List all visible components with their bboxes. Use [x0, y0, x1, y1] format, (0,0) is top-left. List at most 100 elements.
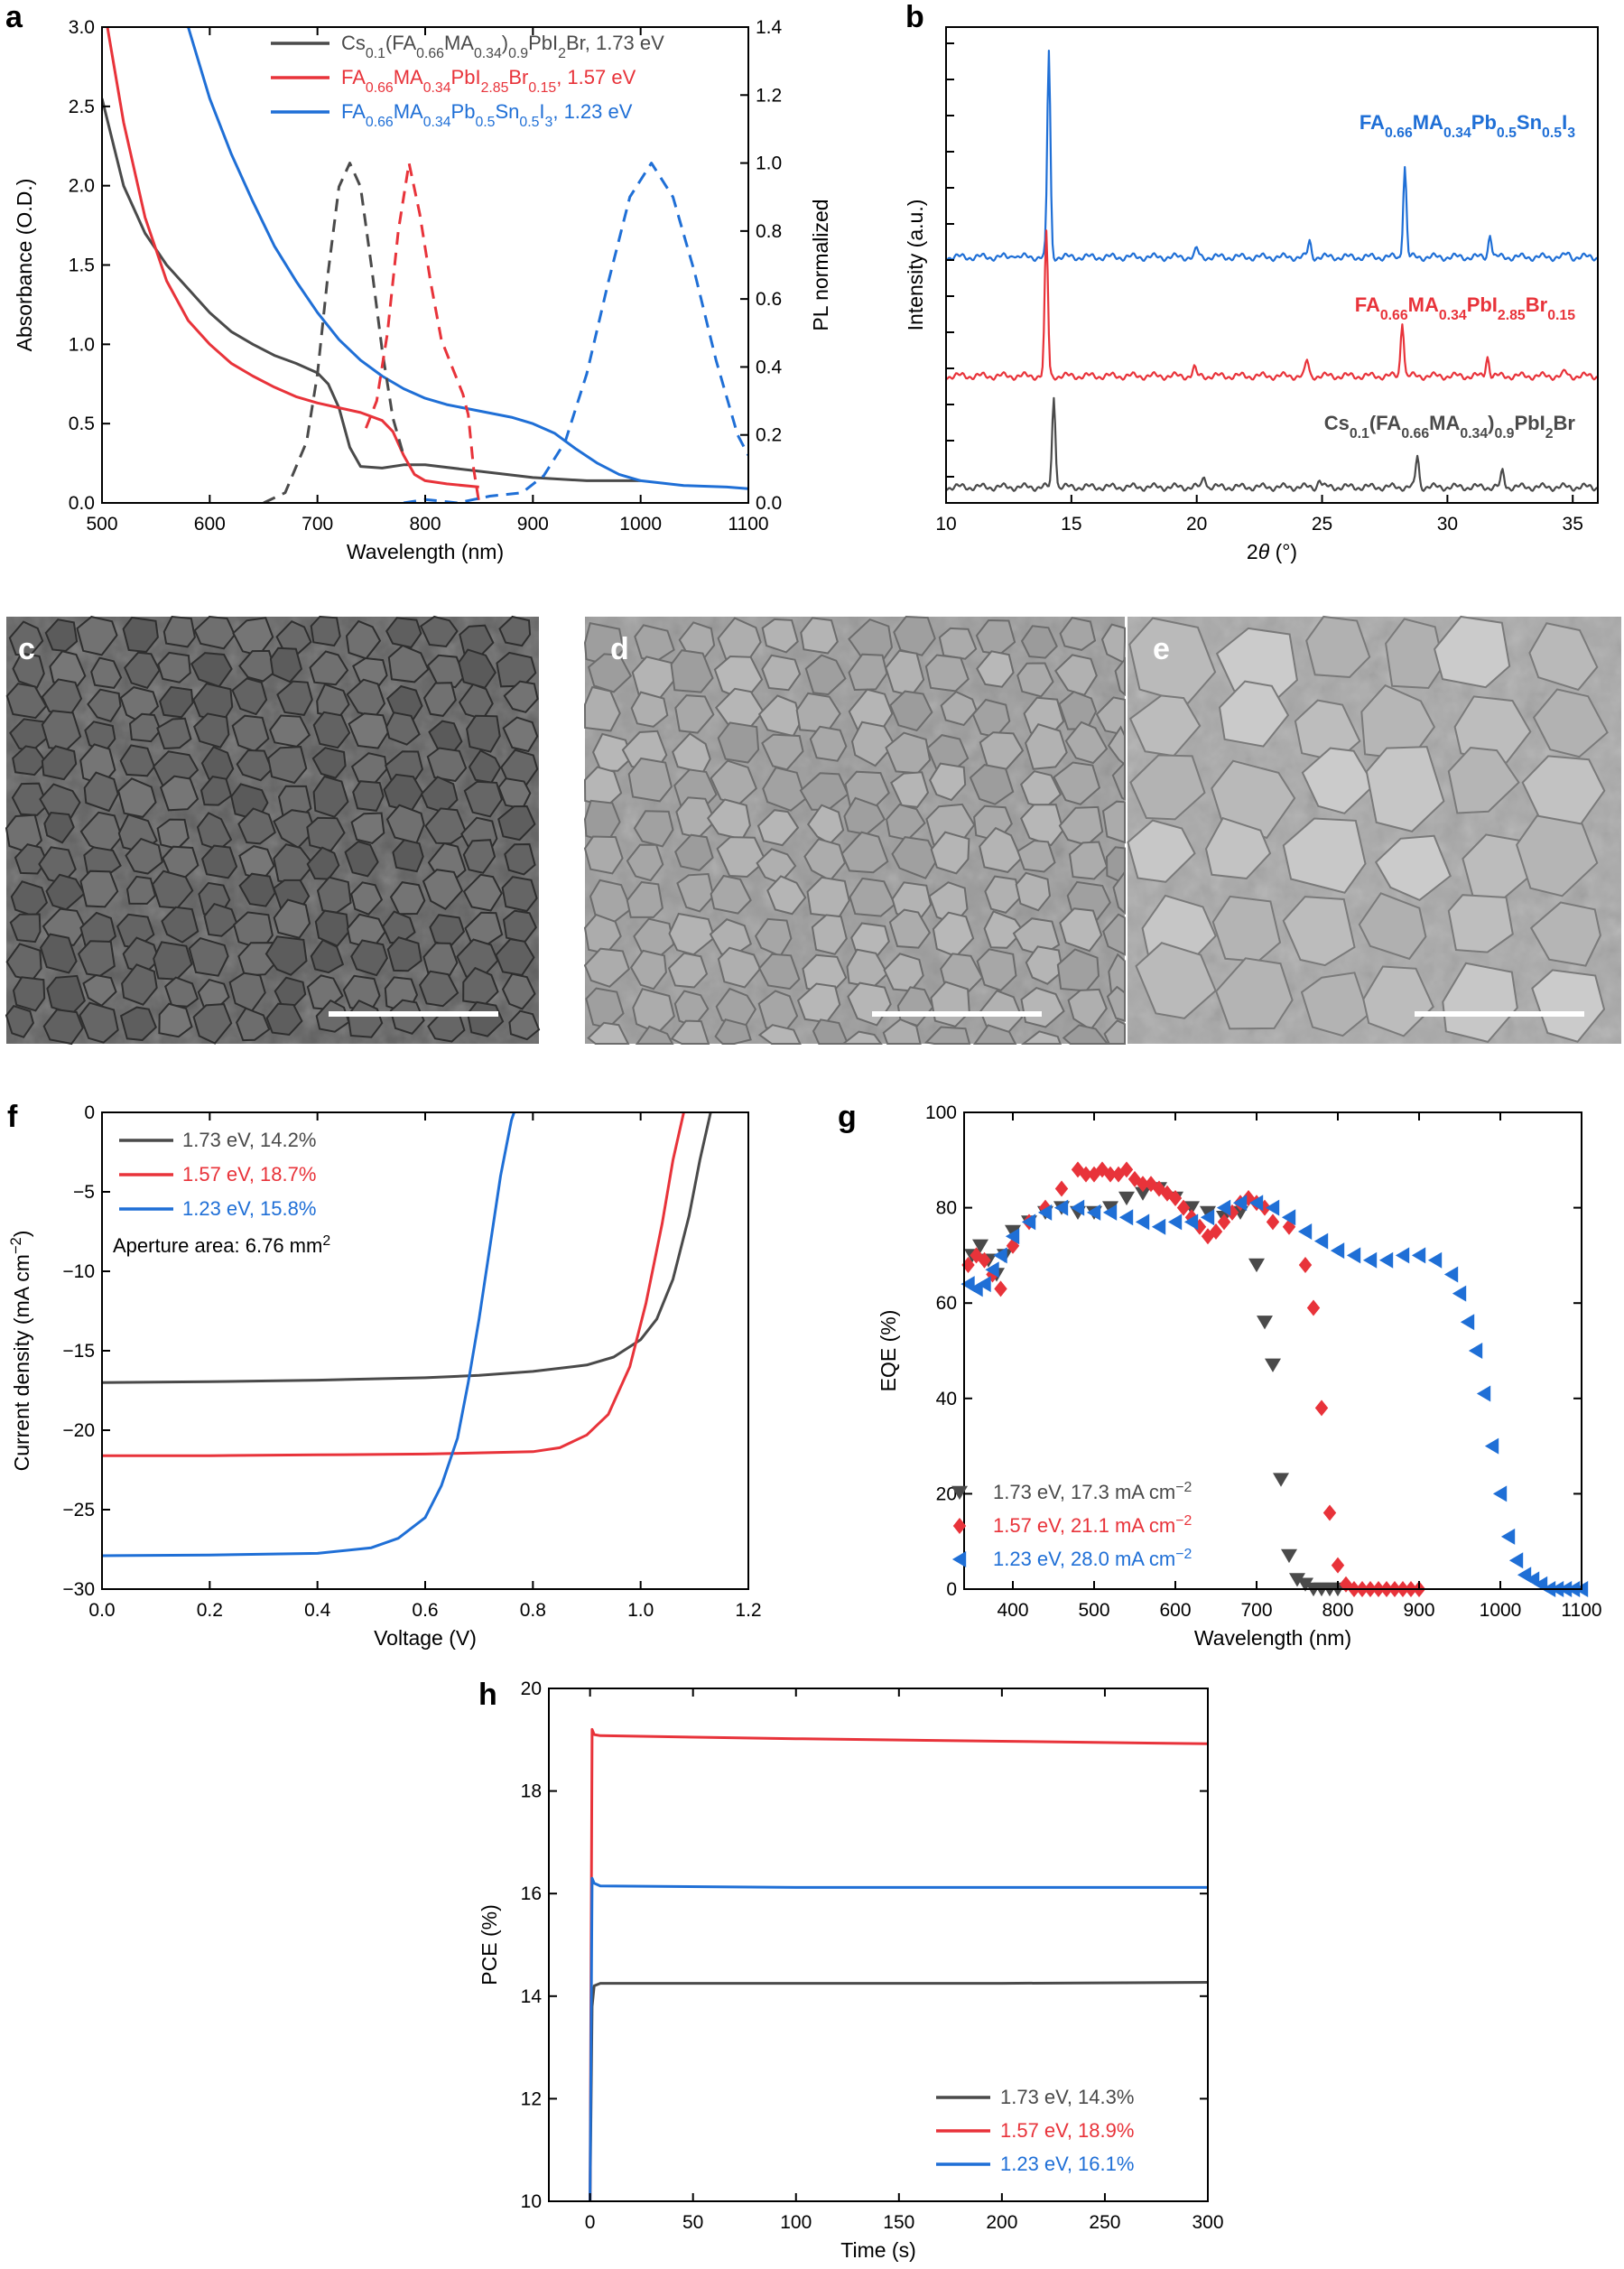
legend-label-a-part: ) — [502, 32, 508, 54]
grain — [1531, 969, 1606, 1043]
y-tick-label: 2.5 — [69, 97, 95, 117]
grain — [12, 976, 46, 1012]
h-x-tick-label: 100 — [780, 2212, 812, 2233]
eqe-point — [1136, 1176, 1150, 1193]
y-tick-label: −30 — [62, 1579, 95, 1600]
xrd-series-label-part: I — [1562, 111, 1567, 134]
x-axis-label-b-part: 2 — [1247, 540, 1258, 563]
grain-pattern-c — [5, 615, 541, 1046]
eqe-point — [1217, 1214, 1231, 1231]
xrd-series-label-part: MA — [1413, 111, 1443, 134]
grain — [809, 725, 848, 762]
a-x-tick-label: 600 — [194, 514, 226, 535]
grain — [11, 782, 49, 816]
grain — [9, 913, 42, 944]
grain — [1025, 945, 1064, 985]
grain — [502, 716, 539, 753]
grain — [419, 615, 459, 648]
aperture-annotation: Aperture area: 6.76 mm2 — [113, 1233, 330, 1258]
eqe-point — [1411, 1247, 1426, 1264]
grain — [504, 842, 536, 876]
eqe-point — [1183, 1201, 1200, 1215]
eqe-point — [1492, 1485, 1508, 1502]
eqe-point — [1248, 1258, 1265, 1273]
plot-frame — [963, 1111, 1582, 1590]
grain — [1020, 625, 1058, 659]
y-axis-label-right-a: PL normalized — [809, 199, 832, 330]
legend-label-a-part: 3 — [545, 115, 553, 130]
grain — [87, 688, 122, 722]
g-x-tick-label: 400 — [997, 1600, 1028, 1621]
y-axis-label-f-part: −2 — [7, 1237, 24, 1254]
eqe-point — [1119, 1161, 1134, 1178]
grain — [350, 812, 385, 844]
xrd-series-label-part: 0.66 — [1401, 426, 1429, 442]
pce-trace — [589, 1727, 1209, 2202]
y-tick-label-right: 0.6 — [756, 289, 782, 310]
a-x-tick-label: 1000 — [619, 514, 662, 535]
legend-label-a-part: 0.5 — [475, 115, 495, 130]
eqe-point — [1248, 1195, 1264, 1212]
legend-label-a-part: 2 — [558, 46, 566, 61]
xrd-series-label: Cs0.1(FA0.66MA0.34)0.9PbI2Br — [1324, 412, 1576, 442]
panel-label-f: f — [7, 1100, 18, 1134]
xrd-series-label-part: Br — [1554, 412, 1576, 434]
grain — [1204, 816, 1272, 880]
grain — [812, 1018, 849, 1045]
grain — [121, 963, 158, 1006]
legend-marker — [951, 1551, 967, 1567]
grain — [41, 745, 78, 781]
legend-label-g-part: 1.73 eV, 17.3 mA cm — [993, 1481, 1175, 1503]
f-x-tick-label: 1.2 — [735, 1600, 761, 1621]
grain — [1358, 892, 1427, 961]
grain — [164, 976, 200, 1008]
xrd-series-label-part: Cs — [1324, 412, 1350, 434]
grain — [348, 712, 390, 749]
absorbance-curve — [187, 27, 748, 490]
grain — [848, 653, 888, 692]
grain — [888, 908, 932, 949]
grain — [1282, 896, 1356, 967]
grain — [924, 654, 970, 693]
y-axis-label-g: EQE (%) — [877, 1310, 900, 1392]
grain — [758, 953, 801, 990]
legend-label-g-part: 1.23 eV, 28.0 mA cm — [993, 1548, 1175, 1570]
sem-image-c: c — [5, 615, 541, 1046]
panel-label-h: h — [478, 1678, 497, 1712]
xrd-series-label-part: 0.5 — [1542, 126, 1562, 141]
grain — [850, 721, 896, 767]
grain — [235, 1007, 271, 1042]
eqe-point — [1216, 1199, 1231, 1216]
grain — [940, 691, 978, 727]
grain — [236, 749, 274, 782]
eqe-point — [1005, 1228, 1020, 1245]
eqe-point — [993, 1247, 1007, 1264]
grain — [1211, 759, 1296, 840]
g-x-tick-label: 700 — [1240, 1600, 1272, 1621]
x-axis-label-b-part: (°) — [1269, 540, 1297, 563]
grain — [670, 649, 714, 693]
grain — [350, 881, 384, 916]
grain — [1111, 759, 1126, 802]
y-tick-label: −20 — [62, 1420, 95, 1441]
grain — [193, 712, 230, 749]
grain — [1447, 894, 1514, 953]
f-x-tick-label: 0.4 — [304, 1600, 331, 1621]
legend-label-a-part: 0.66 — [366, 80, 394, 96]
legend-label-g-part: 1.57 eV, 21.1 mA cm — [993, 1514, 1175, 1537]
grain-pattern-d — [583, 615, 1126, 1045]
grain — [466, 714, 501, 753]
xrd-series-label-part: 2.85 — [1498, 308, 1526, 323]
chart-h: 0 50 100 150 200 250 300 10 12 14 16 18 20 Time (s) PC… — [478, 1679, 1224, 2262]
panel-label-b: b — [905, 0, 924, 34]
legend-label-a-part: MA — [444, 32, 474, 54]
y-tick-label: 12 — [521, 2088, 542, 2109]
grain — [159, 775, 200, 812]
grain — [811, 914, 848, 955]
eqe-point — [1322, 1504, 1337, 1521]
xrd-series-label-part: FA — [1355, 293, 1380, 316]
grain — [1215, 957, 1294, 1030]
grain — [310, 938, 345, 974]
grain — [587, 1021, 630, 1045]
grain — [462, 873, 503, 912]
